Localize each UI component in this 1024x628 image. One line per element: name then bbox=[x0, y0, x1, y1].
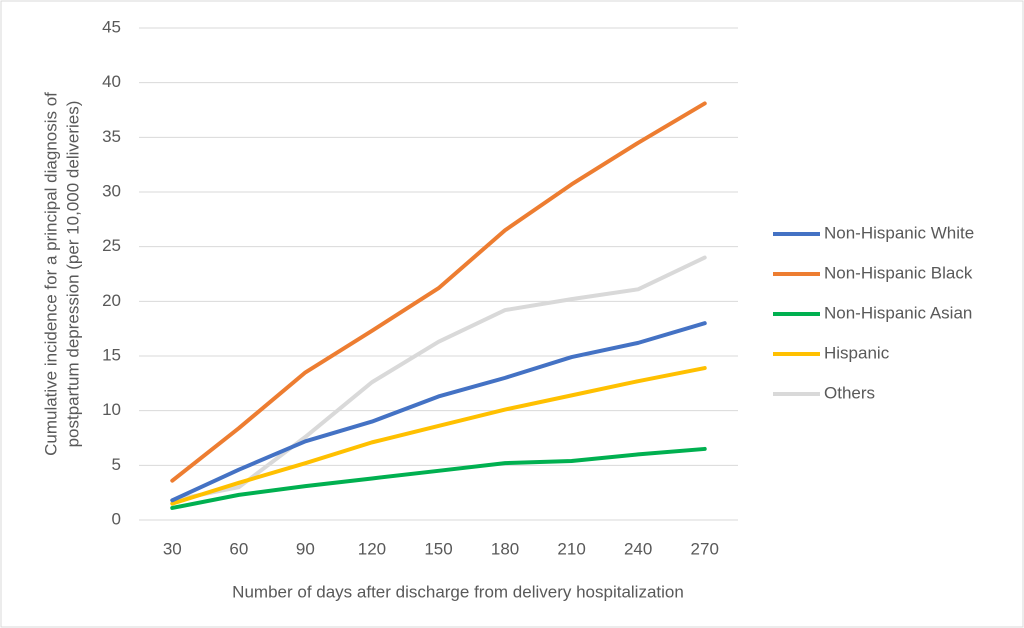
y-tick-label: 20 bbox=[102, 291, 121, 310]
series-line bbox=[170, 366, 707, 506]
legend-label: Non-Hispanic Asian bbox=[824, 303, 972, 322]
y-tick-label: 10 bbox=[102, 400, 121, 419]
series-line bbox=[170, 321, 707, 503]
y-tick-label: 15 bbox=[102, 345, 121, 364]
y-tick-label: 45 bbox=[102, 17, 121, 36]
x-axis-title: Number of days after discharge from deli… bbox=[232, 582, 684, 601]
y-tick-label: 5 bbox=[112, 455, 121, 474]
y-axis-title-line: postpartum depression (per 10,000 delive… bbox=[63, 101, 82, 448]
series-line bbox=[170, 255, 707, 503]
x-tick-label: 180 bbox=[491, 539, 519, 558]
x-tick-label: 30 bbox=[163, 539, 182, 558]
y-axis-title: Cumulative incidence for a principal dia… bbox=[41, 92, 82, 456]
legend-label: Non-Hispanic Black bbox=[824, 263, 973, 282]
y-tick-label: 35 bbox=[102, 127, 121, 146]
x-tick-label: 240 bbox=[624, 539, 652, 558]
series-line bbox=[170, 446, 707, 510]
legend-label: Non-Hispanic White bbox=[824, 223, 974, 242]
y-tick-label: 0 bbox=[112, 509, 121, 528]
series-line bbox=[170, 101, 707, 483]
x-tick-label: 150 bbox=[424, 539, 452, 558]
y-tick-label: 30 bbox=[102, 181, 121, 200]
legend-label: Others bbox=[824, 383, 875, 402]
x-tick-label: 210 bbox=[557, 539, 585, 558]
y-axis-title-line: Cumulative incidence for a principal dia… bbox=[41, 92, 60, 456]
x-tick-label: 270 bbox=[691, 539, 719, 558]
y-tick-label: 40 bbox=[102, 72, 121, 91]
y-tick-label: 25 bbox=[102, 236, 121, 255]
x-tick-label: 90 bbox=[296, 539, 315, 558]
legend-label: Hispanic bbox=[824, 343, 890, 362]
x-tick-label: 60 bbox=[229, 539, 248, 558]
x-tick-label: 120 bbox=[358, 539, 386, 558]
